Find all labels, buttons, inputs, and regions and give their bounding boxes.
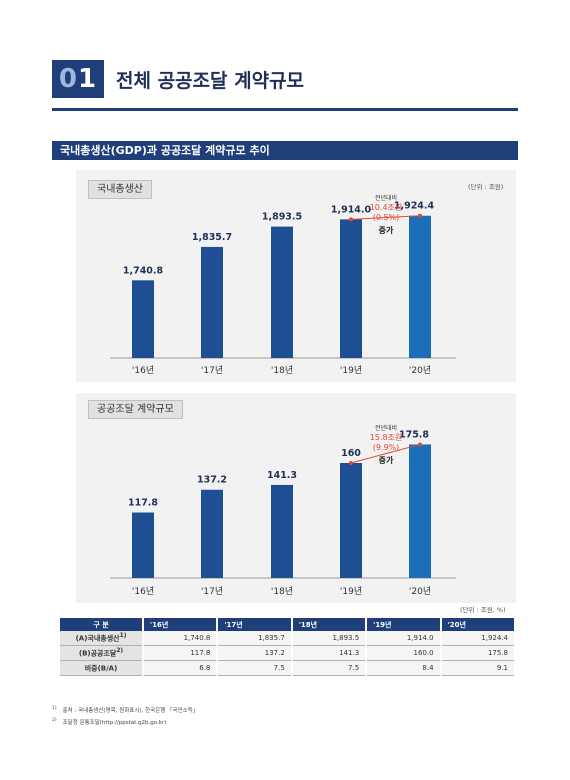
figure-title: 국내총생산(GDP)과 공공조달 계약규모 추이 xyxy=(52,141,518,160)
procurement-annotation-prefix: 전년대비 xyxy=(375,424,397,432)
table-row: 비중(B/A) 6.8 7.5 7.5 8.4 9.1 xyxy=(60,660,517,676)
procurement-value-label: 137.2 xyxy=(197,475,227,486)
table-cell: 137.2 xyxy=(217,645,293,661)
gdp-change-dot xyxy=(418,213,422,218)
row-label: (B)공공조달2) xyxy=(60,645,144,661)
gdp-tick-label: '17년 xyxy=(201,365,223,376)
procurement-change-line xyxy=(350,443,421,464)
table-header-year: '18년 xyxy=(291,618,368,631)
gdp-value-label: 1,835.7 xyxy=(192,232,232,243)
row-label: (A)국내총생산1) xyxy=(60,631,144,646)
table-cell: 1,835.7 xyxy=(217,631,293,646)
table-row: (A)국내총생산1) 1,740.8 1,835.7 1,893.5 1,914… xyxy=(60,631,517,646)
procurement-tick-label: '17년 xyxy=(201,586,223,597)
procurement-bar xyxy=(340,462,362,578)
table-header-year: '17년 xyxy=(217,618,293,631)
table-cell: 7.5 xyxy=(217,660,293,676)
procurement-value-label: 117.8 xyxy=(128,498,158,509)
procurement-bar xyxy=(409,444,431,578)
gdp-chart-title: 국내총생산 xyxy=(88,180,152,199)
table-header-year: '16년 xyxy=(143,618,219,631)
procurement-value-label: 175.8 xyxy=(399,429,429,440)
table-unit: (단위 : 조원, %) xyxy=(460,606,506,614)
gdp-annotation-amount: 10.4조원 xyxy=(370,203,403,212)
table-cell: 1,914.0 xyxy=(366,631,442,646)
table-cell: 8.4 xyxy=(366,660,442,676)
table-cell: 141.3 xyxy=(291,645,368,661)
procurement-change-dot xyxy=(418,442,422,447)
table-row: (B)공공조달2) 117.8 137.2 141.3 160.0 175.8 xyxy=(60,645,517,661)
procurement-annotation-amount: 15.8조원 xyxy=(370,433,403,442)
procurement-bar xyxy=(132,512,154,578)
gdp-bar xyxy=(409,215,431,358)
table-cell: 1,893.5 xyxy=(291,631,368,646)
procurement-chart-title: 공공조달 계약규모 xyxy=(88,400,183,419)
procurement-tick-label: '16년 xyxy=(132,586,154,597)
gdp-tick-label: '19년 xyxy=(340,365,362,376)
gdp-chart-unit: (단위 : 조원) xyxy=(468,183,504,191)
table-cell: 1,924.4 xyxy=(440,631,517,646)
procurement-tick-label: '18년 xyxy=(271,586,293,597)
footnote-1: 1) 출처 : 국내총생산(명목, 원화표시), 한국은행 「국민소득」 xyxy=(52,706,199,714)
gdp-tick-label: '20년 xyxy=(409,365,431,376)
table-cell: 1,740.8 xyxy=(143,631,219,646)
table-header-category: 구 분 xyxy=(60,618,144,631)
procurement-tick-label: '20년 xyxy=(409,586,431,597)
procurement-bar xyxy=(271,484,293,578)
table-cell: 6.8 xyxy=(143,660,219,676)
table-cell: 175.8 xyxy=(440,645,517,661)
gdp-value-label: 1,893.5 xyxy=(262,212,302,223)
gdp-annotation-prefix: 전년대비 xyxy=(375,194,397,202)
header-rule xyxy=(52,108,518,111)
row-label: 비중(B/A) xyxy=(60,660,144,676)
gdp-change-line xyxy=(350,215,421,220)
table-cell: 117.8 xyxy=(143,645,219,661)
procurement-value-label: 141.3 xyxy=(267,470,297,481)
gdp-bar xyxy=(271,226,293,358)
table-cell: 9.1 xyxy=(440,660,517,676)
procurement-change-dot xyxy=(349,460,353,465)
table-header-row: 구 분 '16년 '17년 '18년 '19년 '20년 xyxy=(60,618,517,631)
gdp-bar xyxy=(201,246,223,358)
gdp-value-label: 1,914.0 xyxy=(331,204,372,215)
gdp-change-dot xyxy=(349,217,353,222)
procurement-bar xyxy=(201,489,223,578)
summary-table: 구 분 '16년 '17년 '18년 '19년 '20년 (A)국내총생산1) … xyxy=(60,618,517,676)
gdp-value-label: 1,924.4 xyxy=(394,201,435,212)
gdp-tick-label: '18년 xyxy=(271,365,293,376)
procurement-tick-label: '19년 xyxy=(340,586,362,597)
table-header-year: '20년 xyxy=(440,618,517,631)
gdp-annotation-percent: (0.5%) xyxy=(373,213,400,222)
table-cell: 7.5 xyxy=(291,660,368,676)
gdp-bar xyxy=(340,219,362,358)
footnote-2: 2) 조달청 온통조달(http://ppstat.g2b.go.kr) xyxy=(52,718,167,726)
table-header-year: '19년 xyxy=(366,618,442,631)
section-title: 전체 공공조달 계약규모 xyxy=(116,69,305,92)
section-number: 01 xyxy=(58,64,98,94)
table-cell: 160.0 xyxy=(366,645,442,661)
gdp-tick-label: '16년 xyxy=(132,365,154,376)
gdp-annotation-increase: 증가 xyxy=(379,225,394,235)
procurement-annotation-increase: 증가 xyxy=(379,455,394,465)
section-header: 01 전체 공공조달 계약규모 xyxy=(52,60,304,98)
gdp-value-label: 1,740.8 xyxy=(123,265,164,276)
procurement-value-label: 160 xyxy=(341,448,361,459)
procurement-annotation-percent: (9.9%) xyxy=(373,443,400,452)
gdp-bar xyxy=(132,280,154,358)
section-number-badge: 01 xyxy=(52,60,104,98)
